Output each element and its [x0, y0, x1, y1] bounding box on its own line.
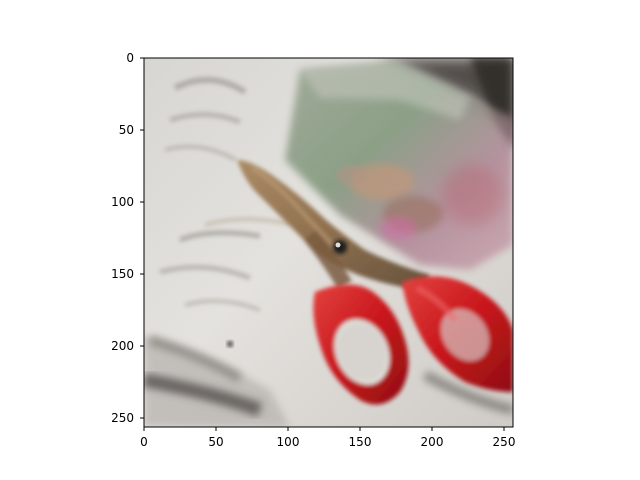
x-tick-label: 50	[208, 435, 223, 449]
x-tick-label: 200	[421, 435, 444, 449]
y-tick-label: 50	[119, 123, 134, 137]
x-axis: 0 50 100 150 200 250	[140, 427, 515, 449]
x-tick-label: 150	[349, 435, 372, 449]
y-tick-label: 250	[111, 411, 134, 425]
x-tick-label: 0	[140, 435, 148, 449]
y-tick-label: 200	[111, 339, 134, 353]
y-tick-label: 0	[126, 51, 134, 65]
y-tick-label: 150	[111, 267, 134, 281]
y-tick-label: 100	[111, 195, 134, 209]
x-tick-label: 100	[277, 435, 300, 449]
y-axis: 0 50 100 150 200 250	[111, 51, 144, 425]
x-tick-label: 250	[493, 435, 516, 449]
image-scissors-photo	[144, 58, 513, 427]
axes-frame	[143, 57, 514, 428]
